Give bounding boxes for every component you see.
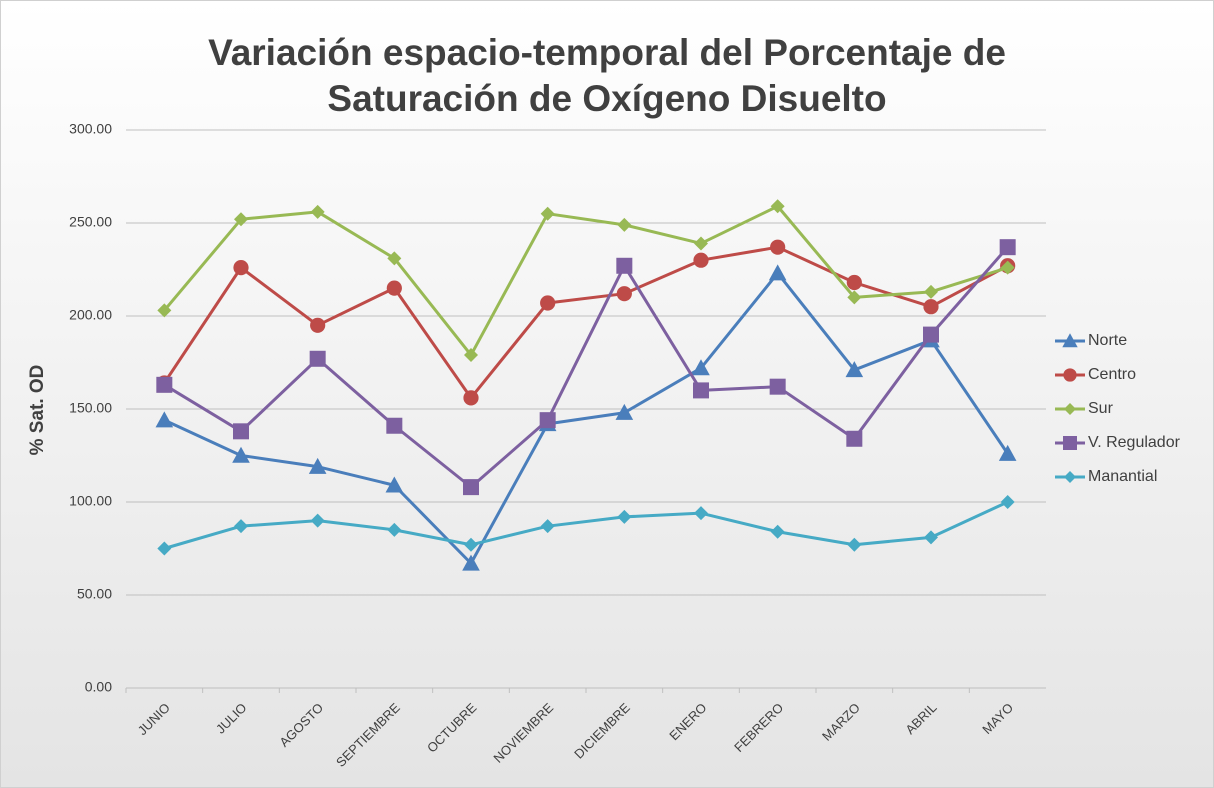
marker bbox=[694, 506, 708, 521]
marker bbox=[464, 348, 478, 363]
marker bbox=[386, 417, 403, 434]
marker bbox=[924, 284, 938, 299]
marker bbox=[693, 382, 709, 399]
marker bbox=[310, 317, 326, 333]
marker bbox=[998, 444, 1017, 461]
legend-label: Manantial bbox=[1088, 468, 1157, 485]
marker bbox=[768, 264, 787, 281]
marker bbox=[540, 206, 555, 221]
y-tick-label: 250.00 bbox=[69, 214, 112, 230]
marker bbox=[233, 260, 249, 276]
marker bbox=[847, 537, 862, 552]
legend-label: Sur bbox=[1088, 400, 1114, 417]
series-line bbox=[163, 246, 1009, 489]
marker bbox=[234, 519, 248, 534]
marker bbox=[616, 286, 632, 302]
y-axis-label: % Sat. OD bbox=[27, 365, 48, 456]
legend-label: V. Regulador bbox=[1088, 434, 1181, 451]
marker bbox=[310, 204, 325, 219]
marker bbox=[692, 359, 710, 376]
series-line bbox=[163, 271, 1009, 565]
marker bbox=[999, 239, 1016, 256]
marker bbox=[846, 274, 862, 291]
marker bbox=[462, 554, 480, 571]
y-tick-label: 200.00 bbox=[69, 307, 112, 323]
marker bbox=[1064, 471, 1076, 483]
y-tick-label: 0.00 bbox=[85, 679, 112, 695]
series-line bbox=[163, 500, 1009, 550]
marker bbox=[617, 217, 632, 232]
marker bbox=[463, 390, 479, 406]
legend-label: Centro bbox=[1088, 366, 1136, 383]
marker bbox=[923, 299, 939, 315]
y-tick-label: 100.00 bbox=[69, 493, 112, 509]
marker bbox=[464, 537, 478, 552]
chart-title: Variación espacio-temporal del Porcentaj… bbox=[208, 32, 1006, 119]
marker bbox=[617, 509, 632, 524]
marker bbox=[923, 326, 939, 343]
marker bbox=[1063, 368, 1077, 382]
marker bbox=[1064, 403, 1076, 415]
marker bbox=[616, 257, 633, 274]
marker bbox=[540, 519, 555, 534]
marker bbox=[845, 361, 864, 378]
marker bbox=[232, 446, 250, 463]
marker bbox=[308, 457, 327, 474]
series-line bbox=[163, 245, 1009, 400]
marker bbox=[615, 403, 634, 420]
marker bbox=[234, 212, 248, 227]
series-line bbox=[163, 204, 1009, 357]
marker bbox=[156, 376, 173, 393]
marker bbox=[693, 252, 709, 268]
marker bbox=[1000, 260, 1015, 275]
marker bbox=[387, 522, 402, 537]
marker bbox=[540, 295, 556, 311]
y-tick-label: 50.00 bbox=[77, 586, 112, 602]
legend-label: Norte bbox=[1088, 332, 1127, 349]
marker bbox=[924, 530, 938, 545]
marker bbox=[1062, 333, 1078, 348]
marker bbox=[539, 412, 556, 429]
marker bbox=[1000, 495, 1015, 509]
marker bbox=[310, 513, 325, 528]
marker bbox=[463, 479, 479, 496]
marker bbox=[694, 236, 708, 251]
marker bbox=[385, 476, 404, 493]
marker bbox=[233, 423, 249, 440]
marker bbox=[769, 378, 786, 395]
marker bbox=[386, 280, 402, 296]
marker bbox=[309, 350, 326, 367]
marker bbox=[387, 251, 402, 266]
y-tick-label: 150.00 bbox=[69, 400, 112, 416]
marker bbox=[847, 290, 862, 305]
marker bbox=[157, 541, 172, 556]
marker bbox=[770, 199, 785, 214]
marker bbox=[157, 303, 172, 318]
y-tick-label: 300.00 bbox=[69, 121, 112, 137]
marker bbox=[770, 524, 785, 539]
marker bbox=[846, 430, 863, 447]
marker bbox=[1063, 436, 1077, 450]
marker bbox=[770, 239, 786, 255]
marker bbox=[155, 411, 174, 428]
